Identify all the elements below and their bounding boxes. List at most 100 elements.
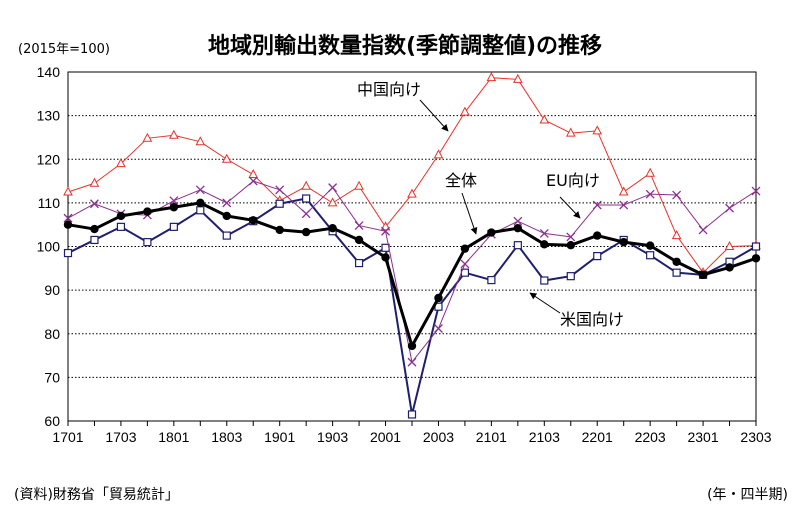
data-point	[90, 199, 99, 209]
annotation-label: 米国向け	[560, 310, 624, 329]
data-point	[116, 211, 126, 221]
data-point	[116, 222, 126, 231]
data-point	[381, 253, 390, 262]
y-tick-label: 120	[37, 151, 61, 167]
data-point	[671, 230, 682, 240]
data-point	[513, 73, 523, 83]
data-point	[645, 241, 655, 250]
data-point	[407, 341, 417, 351]
x-tick-label: 1703	[105, 429, 136, 445]
data-point	[619, 200, 629, 210]
data-point	[513, 223, 523, 233]
data-point	[645, 167, 655, 177]
y-tick-label: 130	[37, 108, 61, 124]
data-point	[354, 258, 364, 268]
data-point	[592, 125, 603, 135]
data-point	[698, 270, 708, 280]
data-point	[301, 180, 311, 190]
data-point	[460, 259, 470, 269]
data-point	[407, 410, 417, 419]
data-point	[222, 211, 231, 221]
data-point	[143, 207, 152, 216]
x-tick-label: 2003	[423, 429, 454, 445]
data-point	[380, 221, 391, 231]
data-point	[63, 213, 73, 223]
series	[63, 72, 761, 419]
data-point	[275, 185, 285, 195]
data-point	[169, 222, 178, 231]
data-point	[196, 206, 205, 215]
data-point	[698, 225, 708, 235]
data-point	[672, 190, 682, 200]
chart-title: 地域別輸出数量指数(季節調整値)の推移	[207, 34, 603, 59]
data-point	[672, 257, 681, 266]
data-point	[566, 232, 576, 242]
data-point	[354, 235, 364, 245]
axes: 60 70 80 90 100 110 120 130 140 1701 1703 1801 1803 1…	[37, 64, 772, 445]
period-note: (年・四半期)	[707, 487, 788, 503]
data-point	[540, 240, 549, 249]
data-point	[433, 149, 444, 159]
y-tick-label: 60	[44, 413, 60, 429]
data-point	[142, 132, 153, 142]
x-tick-label: 1803	[211, 429, 242, 445]
data-point	[195, 136, 206, 146]
x-tick-label: 2301	[687, 429, 718, 445]
data-point	[328, 223, 337, 233]
data-point	[645, 189, 655, 199]
x-tick-label: 1903	[317, 429, 348, 445]
data-point	[593, 231, 602, 240]
data-point	[90, 235, 99, 245]
data-point	[724, 240, 735, 250]
annotation-label: 全体	[445, 171, 477, 190]
x-tick-label: 2203	[635, 429, 666, 445]
annotation-arrow	[461, 192, 478, 235]
data-point	[301, 209, 311, 219]
data-point	[646, 251, 655, 260]
data-point	[327, 197, 338, 207]
data-point	[116, 158, 126, 168]
data-point	[407, 357, 417, 367]
data-point	[619, 237, 628, 247]
data-point	[566, 272, 575, 281]
unit-label: (2015年=100)	[18, 42, 110, 57]
data-point	[487, 228, 496, 237]
grid	[68, 115, 756, 378]
data-point	[513, 241, 522, 250]
x-tick-label: 2201	[582, 429, 613, 445]
data-point	[222, 231, 231, 240]
x-tick-label: 1701	[52, 429, 83, 445]
data-point	[63, 220, 73, 229]
y-tick-label: 70	[44, 369, 60, 385]
data-point	[354, 221, 364, 231]
data-point	[248, 168, 259, 179]
x-tick-label: 2101	[476, 429, 507, 445]
data-point	[354, 180, 364, 190]
source-note: (資料)財務省「貿易統計」	[14, 487, 179, 503]
data-point	[434, 324, 443, 333]
data-point	[302, 194, 311, 203]
data-point	[593, 251, 602, 261]
data-point	[751, 254, 761, 263]
data-point	[248, 176, 258, 186]
data-point	[539, 114, 550, 124]
data-point	[618, 186, 629, 196]
data-point	[460, 106, 470, 116]
y-tick-label: 110	[38, 195, 61, 211]
data-point	[195, 185, 205, 195]
data-point	[90, 224, 99, 234]
y-tick-label: 80	[44, 326, 60, 342]
data-point	[513, 216, 523, 226]
data-point	[460, 244, 470, 253]
annotation-arrow	[559, 196, 581, 219]
x-tick-label: 1801	[158, 429, 189, 445]
data-point	[592, 200, 602, 210]
x-tick-label: 2303	[740, 429, 771, 445]
data-point	[751, 186, 761, 196]
y-tick-label: 140	[37, 64, 61, 80]
data-point	[275, 225, 284, 235]
y-tick-label: 90	[44, 282, 60, 298]
data-point	[407, 188, 417, 198]
data-point	[566, 240, 575, 250]
data-point	[540, 276, 549, 285]
